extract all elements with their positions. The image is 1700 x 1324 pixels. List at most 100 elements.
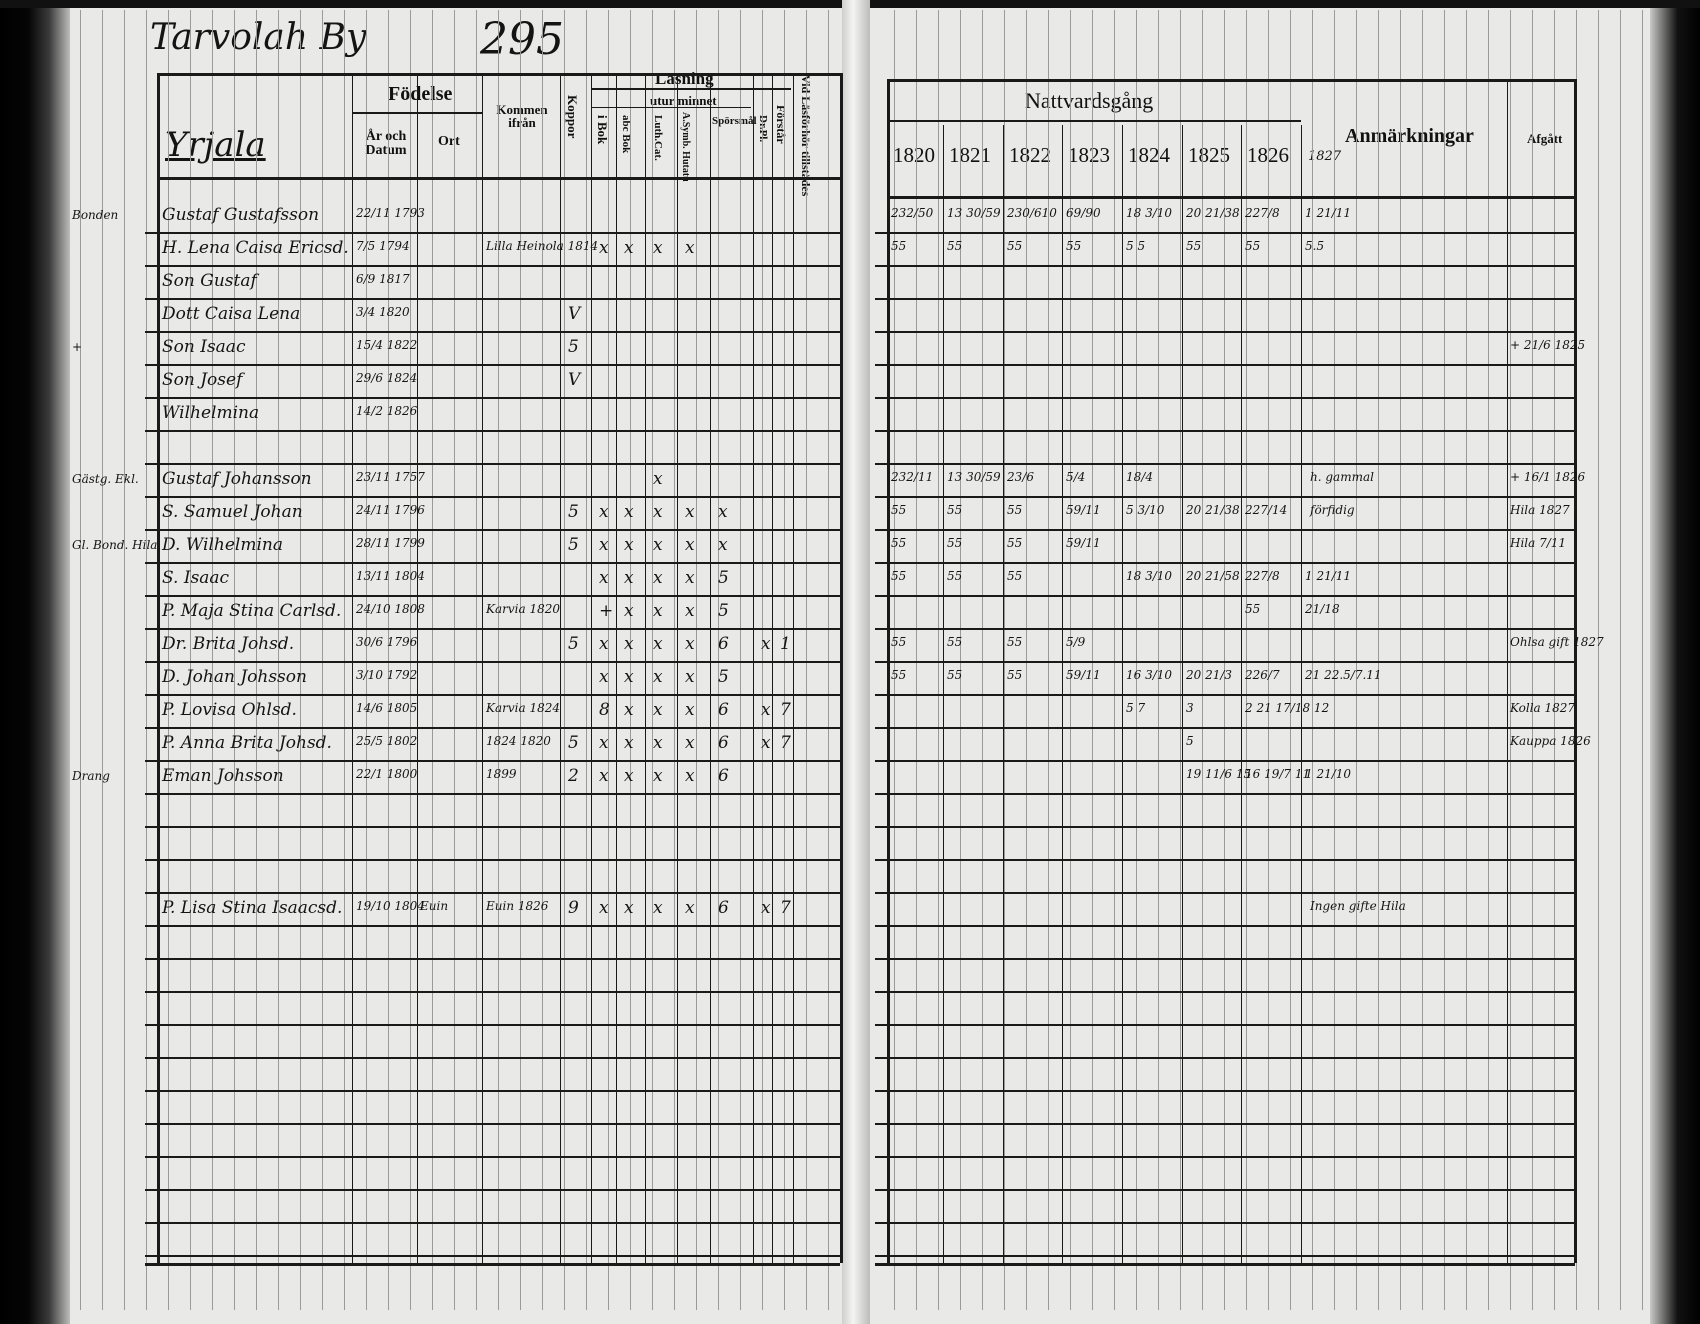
- communion-entry: 20 21/3: [1186, 668, 1233, 682]
- communion-entry: 55: [891, 668, 907, 682]
- header-ort: Ort: [438, 134, 460, 149]
- reading-mark: x: [624, 634, 634, 654]
- birth-date: 25/5 1802: [356, 734, 418, 748]
- reading-mark: x: [599, 667, 609, 687]
- communion-entry: 13 30/59: [947, 206, 1001, 220]
- reading-mark: x: [685, 733, 695, 753]
- reading-mark: 2: [568, 766, 579, 786]
- header-nattvardsgang: Nattvardsgång: [1025, 88, 1154, 113]
- ruling-line: [1400, 10, 1401, 1310]
- birth-date: 3/4 1820: [356, 305, 410, 319]
- communion-entry: 226/7: [1245, 668, 1280, 682]
- reading-mark: x: [653, 469, 663, 489]
- left-row-line: [145, 364, 840, 366]
- right-row-line: [875, 1123, 1575, 1125]
- communion-entry: 227/8: [1245, 206, 1280, 220]
- header-dr-pl: Dr.Pl.: [757, 115, 769, 143]
- communion-entry: 5/9: [1066, 635, 1086, 649]
- left-row-line: [145, 727, 840, 729]
- birth-date: 23/11 1757: [356, 470, 425, 484]
- communion-entry: 20 21/38: [1186, 503, 1240, 517]
- right-row-line: [875, 265, 1575, 267]
- person-name: Son Isaac: [162, 337, 246, 357]
- communion-entry: 55: [947, 503, 963, 517]
- person-name: Gustaf Gustafsson: [162, 205, 320, 225]
- reading-mark: x: [624, 898, 634, 918]
- reading-mark: 5: [718, 667, 729, 687]
- birth-date: 29/6 1824: [356, 371, 418, 385]
- right-bottom-rule: [875, 1263, 1575, 1266]
- communion-entry: 55: [1007, 503, 1023, 517]
- right-row-line: [875, 727, 1575, 729]
- left-column-line: [560, 73, 561, 1263]
- communion-entry: 2 21 17/18 12: [1245, 701, 1330, 715]
- left-header-rule: [157, 177, 840, 180]
- communion-entry: 55: [891, 569, 907, 583]
- ruling-line: [1004, 10, 1005, 1310]
- left-row-line: [145, 397, 840, 399]
- communion-entry: 5 3/10: [1126, 503, 1165, 517]
- village-title: Tarvolah By: [150, 17, 367, 58]
- person-name: P. Maja Stina Carlsd.: [162, 601, 342, 621]
- ruling-line: [124, 10, 125, 1310]
- ruling-line: [1642, 10, 1643, 1310]
- communion-entry: 232/11: [891, 470, 934, 484]
- communion-entry: 55: [891, 503, 907, 517]
- right-row-line: [875, 430, 1575, 432]
- birth-date: 30/6 1796: [356, 635, 418, 649]
- reading-mark: 5: [568, 337, 579, 357]
- birth-date: 6/9 1817: [356, 272, 410, 286]
- right-row-line: [875, 925, 1575, 927]
- ruling-line: [564, 10, 565, 1310]
- remark: Ingen gifte Hila: [1310, 899, 1406, 913]
- ruling-line: [1378, 10, 1379, 1310]
- reading-mark: x: [599, 502, 609, 522]
- header-koppor: Koppor: [565, 95, 580, 139]
- ruling-line: [1180, 10, 1181, 1310]
- communion-entry: 55: [947, 536, 963, 550]
- ruling-line: [1246, 10, 1247, 1310]
- ruling-line: [1510, 10, 1511, 1310]
- reading-mark: x: [599, 766, 609, 786]
- afgatt-entry: Ohlsa gift 1827: [1510, 635, 1604, 649]
- left-row-line: [145, 925, 840, 927]
- communion-entry: 227/8: [1245, 569, 1280, 583]
- right-row-line: [875, 826, 1575, 828]
- person-name: S. Samuel Johan: [162, 502, 303, 522]
- communion-entry: 19 11/6 15: [1186, 767, 1252, 781]
- reading-mark: x: [624, 568, 634, 588]
- afgatt-entry: + 21/6 1825: [1510, 338, 1586, 352]
- left-row-line: [145, 958, 840, 960]
- communion-entry: 55: [891, 536, 907, 550]
- right-row-line: [875, 859, 1575, 861]
- ruling-line: [542, 10, 543, 1310]
- communion-entry: 5 7: [1126, 701, 1146, 715]
- communion-entry: 5.5: [1305, 239, 1325, 253]
- communion-entry: 55: [1186, 239, 1202, 253]
- left-column-line: [753, 73, 754, 1263]
- reading-mark: x: [599, 634, 609, 654]
- communion-entry: 230/610: [1007, 206, 1057, 220]
- header-sporsmal: Spörsmål: [712, 115, 757, 127]
- left-row-line: [145, 628, 840, 630]
- left-row-line: [145, 661, 840, 663]
- ruling-line: [916, 10, 917, 1310]
- right-row-line: [875, 331, 1575, 333]
- communion-entry: 55: [947, 239, 963, 253]
- left-row-line: [145, 1156, 840, 1158]
- reading-mark: x: [761, 700, 771, 720]
- communion-entry: 55: [1007, 239, 1023, 253]
- reading-mark: x: [653, 733, 663, 753]
- left-row-line: [145, 562, 840, 564]
- ruling-line: [1532, 10, 1533, 1310]
- right-row-line: [875, 595, 1575, 597]
- communion-entry: 55: [1007, 668, 1023, 682]
- reading-mark: x: [599, 238, 609, 258]
- left-top-rule: [157, 73, 840, 76]
- left-column-line: [772, 73, 773, 1263]
- communion-entry: 23/6: [1007, 470, 1034, 484]
- header-kommen-ifran: Kommen ifrån: [496, 102, 548, 130]
- reading-mark: 6: [718, 634, 729, 654]
- person-name: S. Isaac: [162, 568, 230, 588]
- left-column-line: [417, 73, 418, 1263]
